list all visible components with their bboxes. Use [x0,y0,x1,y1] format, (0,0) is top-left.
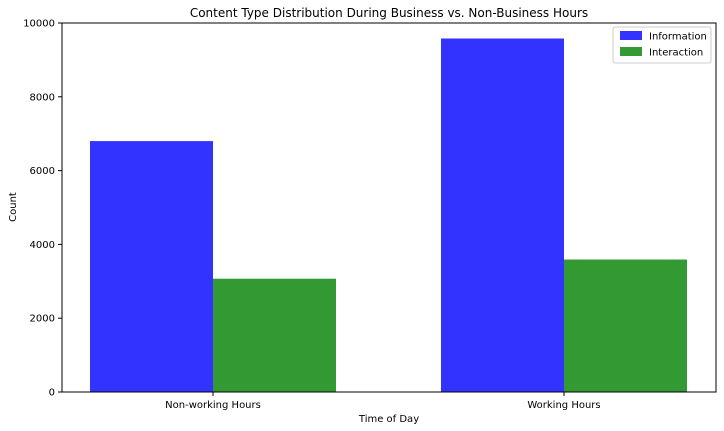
y-axis-label: Count [8,192,19,222]
legend-label-interaction: Interaction [649,48,703,59]
legend-swatch-information [620,31,642,40]
chart-title: Content Type Distribution During Busines… [190,6,588,20]
y-tick-label: 0 [49,388,55,399]
legend-swatch-interaction [620,47,642,56]
bar-information-0 [90,141,213,392]
legend-label-information: Information [649,32,707,43]
y-tick-label: 10000 [23,19,55,30]
legend: Information Interaction [612,26,712,64]
y-tick-label: 6000 [30,166,55,177]
bars-group [90,38,687,393]
bar-information-1 [441,38,564,393]
y-axis-ticks: 0 2000 4000 6000 8000 10000 [23,19,62,399]
bar-interaction-1 [564,259,687,392]
x-tick-label: Working Hours [527,400,600,411]
bar-interaction-0 [213,278,336,392]
plot-frame [61,22,717,393]
x-tick-label: Non-working Hours [165,400,261,411]
y-tick-label: 2000 [30,314,55,325]
x-axis-ticks: Non-working Hours Working Hours [165,392,601,411]
y-tick-label: 4000 [30,240,55,251]
y-tick-label: 8000 [30,92,55,103]
x-axis-label: Time of Day [358,414,419,425]
